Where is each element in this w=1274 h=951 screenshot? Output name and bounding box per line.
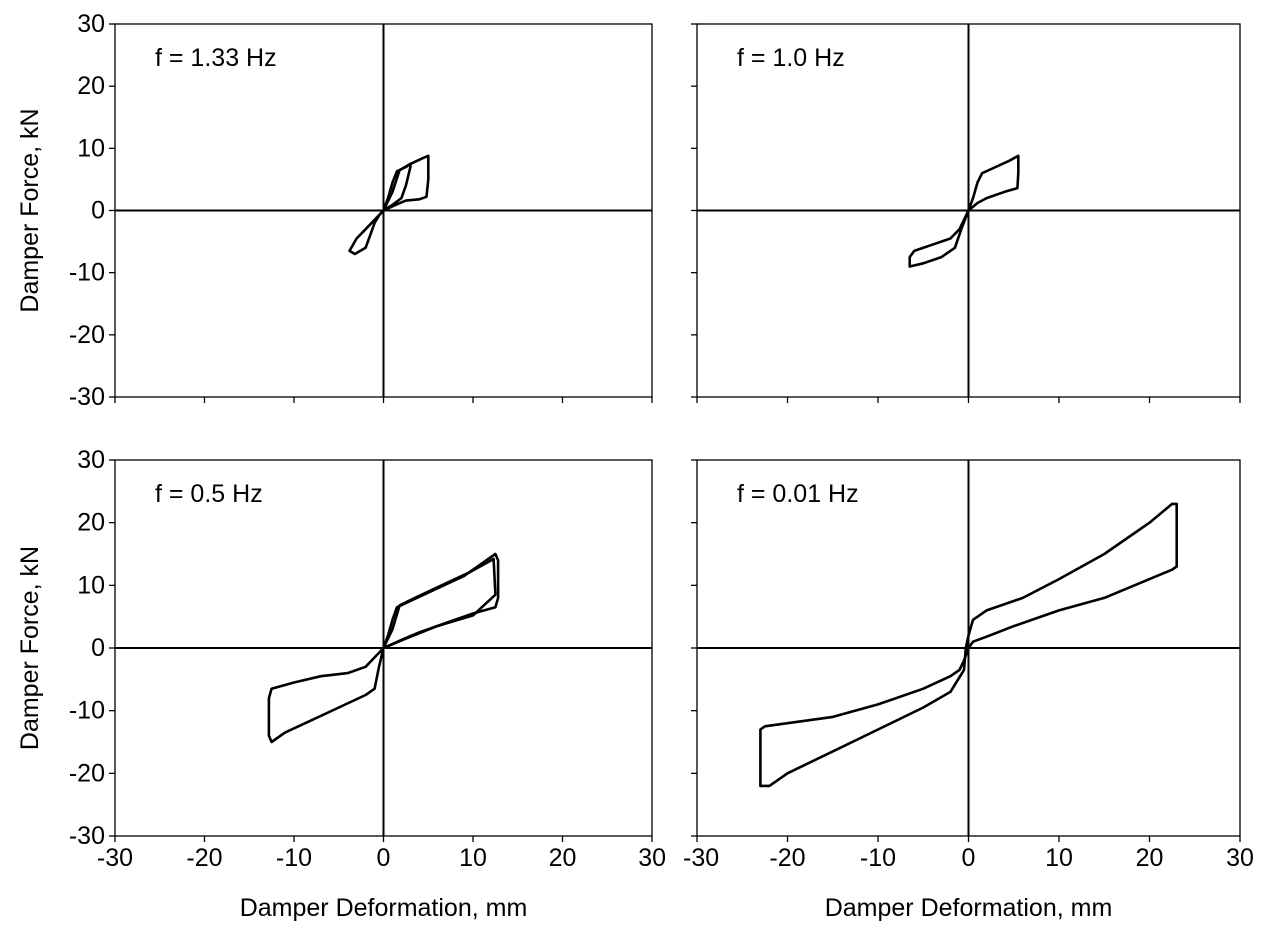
y-tick-label: 10 [77, 134, 105, 162]
y-tick-label: 0 [91, 197, 105, 225]
x-tick-label: 30 [1226, 844, 1254, 872]
y-tick-label: -20 [69, 759, 105, 787]
y-tick-label: 30 [77, 10, 105, 38]
y-tick-label: 20 [77, 72, 105, 100]
chart-panel-1: 30 20 10 0 -10 -20 -30 Damper Force, kN f = 1.33… [16, 10, 653, 411]
x-axis-title: Damper Deformation, mm [825, 894, 1113, 922]
x-tick-label: 20 [1136, 844, 1164, 872]
hysteresis-loop-1 [759, 502, 1178, 788]
x-tick-label: -30 [683, 844, 719, 872]
y-tick-label: -30 [69, 383, 105, 411]
panel-frequency-label: f = 0.5 Hz [155, 480, 263, 508]
y-tick-label: -10 [69, 697, 105, 725]
y-axis-title: Damper Force, kN [16, 108, 44, 312]
x-tick-label: -10 [276, 844, 312, 872]
x-tick-label: 10 [1045, 844, 1073, 872]
chart-panel-2: f = 1.0 Hz [691, 23, 1241, 403]
x-tick-label: 20 [549, 844, 577, 872]
y-axis-title: Damper Force, kN [16, 546, 44, 750]
panel-frequency-label: f = 1.0 Hz [737, 44, 845, 72]
y-tick-label: 0 [91, 634, 105, 662]
hysteresis-loop-1 [348, 162, 412, 256]
hysteresis-loop-1 [908, 154, 1020, 268]
x-tick-label: -20 [769, 844, 805, 872]
hysteresis-loop-2 [382, 557, 497, 650]
x-tick-label: 0 [962, 844, 976, 872]
x-tick-label: -10 [860, 844, 896, 872]
chart-panel-3: 30 20 10 0 -10 -20 -30-30 -20 -10 0 10 20 30 Damper D… [16, 446, 666, 922]
hysteresis-loop-2 [382, 154, 430, 212]
panel-frequency-label: f = 1.33 Hz [155, 44, 277, 72]
x-axis-title: Damper Deformation, mm [240, 894, 528, 922]
x-tick-label: 10 [459, 844, 487, 872]
y-tick-label: 30 [77, 446, 105, 474]
y-tick-label: -10 [69, 259, 105, 287]
chart-panel-4: -30 -20 -10 0 10 20 30 Damper Deformation, mm f … [683, 459, 1254, 922]
y-tick-label: -30 [69, 822, 105, 850]
x-tick-label: 0 [377, 844, 391, 872]
y-tick-label: 10 [77, 571, 105, 599]
y-tick-label: -20 [69, 321, 105, 349]
x-tick-label: -30 [97, 844, 133, 872]
y-tick-label: 20 [77, 509, 105, 537]
x-tick-label: -20 [186, 844, 222, 872]
x-tick-label: 30 [638, 844, 666, 872]
panel-frequency-label: f = 0.01 Hz [737, 480, 859, 508]
